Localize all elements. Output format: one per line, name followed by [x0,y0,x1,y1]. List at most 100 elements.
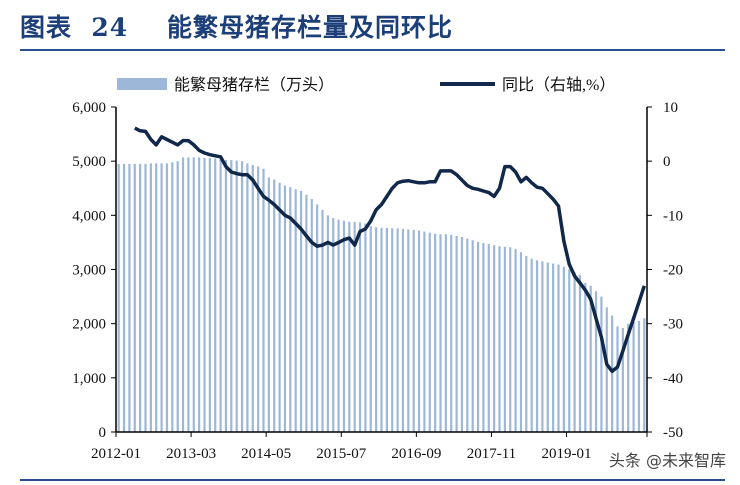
bar [530,258,533,432]
bar [509,247,512,432]
bar [348,221,351,432]
bar [139,163,142,432]
bar [627,323,630,432]
bar [208,157,211,432]
x-tick-label: 2017-11 [467,446,516,462]
bar [611,315,614,432]
bar [181,157,185,432]
bar [299,190,303,432]
bar [160,163,163,433]
bar [584,283,587,432]
bar [273,179,276,432]
bar [562,266,565,432]
bar [375,227,378,432]
bar [176,161,179,432]
bar [450,234,453,432]
right-tick-label: 10 [663,100,678,116]
bar [557,264,560,432]
bar [278,182,281,432]
bar [235,160,238,432]
bar [257,166,260,433]
right-tick-label: -10 [663,208,683,224]
bar [466,238,469,432]
bar [316,204,319,432]
bar [498,246,501,432]
bar [267,177,270,432]
bar [219,159,222,432]
watermark: 头条 @未来智库 [608,451,726,470]
legend-bar-label: 能繁母猪存栏（万头） [174,76,334,94]
bar [578,274,582,432]
bar [600,296,603,432]
bar [380,227,383,432]
bar [514,248,517,432]
x-tick-label: 2015-07 [316,446,366,462]
bar [198,157,201,432]
bar [552,263,555,432]
bar [353,221,356,432]
bar [541,261,544,432]
bar [117,163,120,432]
bar [589,285,592,432]
bar [525,255,528,432]
bar [439,234,442,432]
bar [128,163,131,432]
bar [149,163,152,433]
bar [573,272,576,432]
bar [289,187,292,432]
bar [187,157,190,432]
left-tick-label: 4,000 [72,208,106,224]
bar [230,160,233,433]
bar [240,161,244,432]
left-tick-label: 0 [99,425,107,441]
left-tick-label: 5,000 [72,154,106,170]
bar [155,163,158,433]
bar [568,269,571,432]
bar [407,229,410,432]
bar [192,157,195,432]
bar [460,237,464,432]
x-tick-label: 2019-01 [542,446,592,462]
bar [594,291,598,432]
bar [203,157,206,432]
bar [369,226,372,432]
bar [171,162,174,432]
bar [423,231,426,432]
bar [364,223,367,432]
bar [133,163,136,432]
bar [214,158,217,433]
legend-line-label: 同比（右轴,%） [502,76,615,94]
right-tick-label: 0 [663,154,671,170]
bar [482,242,485,432]
bar [165,163,169,433]
bar [444,234,447,432]
bar [283,185,287,432]
bar [471,240,474,432]
bar [251,164,254,433]
bar [455,235,458,432]
bar [337,219,340,432]
bar [401,228,405,432]
bar [332,218,335,432]
bar [605,307,608,432]
bar [621,328,624,432]
bar [294,189,297,432]
right-tick-label: -50 [663,425,683,441]
bar [412,229,415,432]
bar [632,322,635,432]
bar [417,230,421,432]
legend-bar-swatch [117,78,167,90]
bar [396,228,399,432]
bar [428,232,431,432]
x-tick-label: 2013-03 [166,446,216,462]
bar [310,199,313,432]
bar [535,260,539,432]
bar [487,244,490,432]
bar [637,320,641,432]
bar [326,215,329,432]
bar [224,160,228,433]
bar [342,220,346,432]
bar [358,222,362,432]
